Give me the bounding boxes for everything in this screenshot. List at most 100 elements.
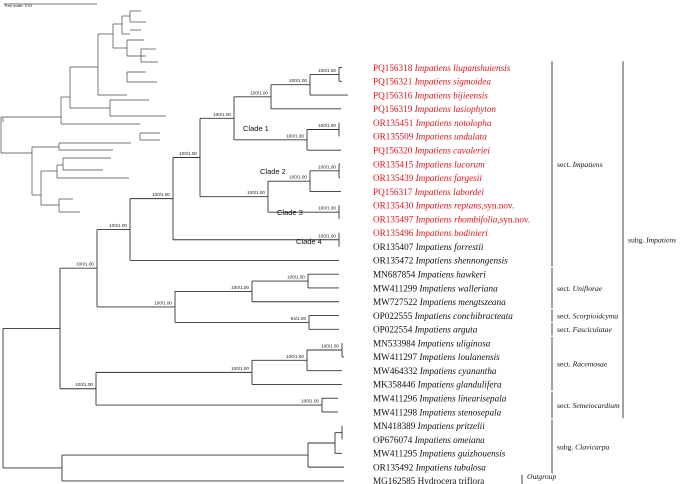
tip-accession: MW411295 xyxy=(373,449,419,459)
tip-accession: PQ156316 xyxy=(373,90,415,100)
tip-label: OR135496 Impatiens bodinieri xyxy=(373,228,488,238)
tip-label: PQ156317 Impatiens labordei xyxy=(373,187,484,197)
tip-accession: MN687854 xyxy=(373,270,418,280)
tip-species: Impatiens stenosepala xyxy=(418,407,501,417)
tip-accession: MW411297 xyxy=(373,352,419,362)
section-prefix: sect. xyxy=(557,311,573,320)
section-label: sect. Impatiens xyxy=(557,160,603,169)
section-prefix: sect. xyxy=(557,284,573,293)
tip-label: PQ156321 Impatiens sigmoidea xyxy=(373,77,491,87)
tip-label: MW411297 Impatiens loulanensis xyxy=(373,352,500,362)
section-prefix: sect. xyxy=(557,401,573,410)
tip-label: MN418389 Impatiens pritzelii xyxy=(373,421,485,431)
tip-accession: PQ156317 xyxy=(373,187,415,197)
clade-label: Clade 1 xyxy=(243,124,269,133)
support-value: 100/1.00 xyxy=(286,354,304,359)
tip-species: Impatiens cavaleriei xyxy=(414,145,491,155)
support-value: 100/1.00 xyxy=(318,68,336,73)
section-prefix: subg. xyxy=(557,442,575,451)
section-label: sect. Semeiocardium xyxy=(557,401,620,410)
support-value: 100/1.00 xyxy=(289,78,307,83)
tip-species: Impatiens linearisepala xyxy=(418,394,506,404)
tip-label: MK358446 Impatiens glandulifera xyxy=(373,380,502,390)
tip-label: MW411298 Impatiens stenosepala xyxy=(373,407,502,417)
section-name: Clavicarpa xyxy=(575,442,609,451)
tip-accession: PQ156321 xyxy=(373,77,415,87)
tip-species: Impatiens fargesii xyxy=(415,173,483,183)
tip-species: Impatiens guizhouensis xyxy=(418,449,505,459)
section-name: Impatiens xyxy=(645,236,676,245)
tip-accession: MW727522 xyxy=(373,297,420,307)
support-value: 100/1.00 xyxy=(152,192,170,197)
support-value: 100/1.00 xyxy=(213,112,231,117)
tip-label: OR135439 Impatiens fargesii xyxy=(373,173,482,183)
tip-label: PQ156316 Impatiens bijieensis xyxy=(373,90,488,100)
tip-species: Impatiens forrestii xyxy=(415,242,484,252)
tip-accession: MW464332 xyxy=(373,366,420,376)
tip-label: MW727522 Impatiens mengtszeana xyxy=(373,297,506,307)
support-value: 100/1.00 xyxy=(231,285,249,290)
section-name: Uniflorae xyxy=(573,284,603,293)
tip-species: Impatiens omeiana xyxy=(414,435,486,445)
support-value: 100/1.00 xyxy=(76,262,94,267)
tip-label: MW411296 Impatiens linearisepala xyxy=(373,394,507,404)
section-prefix: sect. xyxy=(557,360,573,369)
tip-label: OP022554 Impatiens arguta xyxy=(373,325,478,335)
tip-label: MN687854 Impatiens hawkeri xyxy=(373,270,486,280)
tip-accession: OR135472 xyxy=(373,256,416,266)
section-prefix: sect. xyxy=(557,325,573,334)
tip-species: Impatiens walleriana xyxy=(418,283,498,293)
support-value: 100/1.00 xyxy=(318,123,336,128)
tip-accession: OP022554 xyxy=(373,325,415,335)
tip-accession: OR135451 xyxy=(373,118,416,128)
section-label: Outgroup xyxy=(527,472,556,481)
tip-species: Impatiens glandulifera xyxy=(417,380,502,390)
support-value: 94/1.00 xyxy=(291,316,307,321)
tip-accession: OR135407 xyxy=(373,242,416,252)
tip-label: OP676074 Impatiens omeiana xyxy=(373,435,485,445)
tip-accession: OR135509 xyxy=(373,132,416,142)
tip-accession: PQ156319 xyxy=(373,104,415,114)
tip-species: Impatiens uliginosa xyxy=(417,338,491,348)
tip-accession: PQ156320 xyxy=(373,145,415,155)
tip-label: OP022555 Impatiens conchibracteata xyxy=(373,311,513,321)
tip-accession: OR135439 xyxy=(373,173,416,183)
section-name: Fasciculatae xyxy=(572,325,613,334)
tip-species: Hydrocera triflora xyxy=(418,476,485,484)
section-name: Semeiocardium xyxy=(573,401,620,410)
support-value: 100/1.00 xyxy=(250,90,268,95)
support-value: 100/1.00 xyxy=(154,300,172,305)
clade-label: Clade 3 xyxy=(277,208,303,217)
tip-species: Impatiens liupanshuiensis xyxy=(414,63,511,73)
tip-accession: OP022555 xyxy=(373,311,415,321)
tip-accession: MW411296 xyxy=(373,394,419,404)
tip-species: Impatiens mengtszeana xyxy=(419,297,506,307)
tip-accession: OR135415 xyxy=(373,159,416,169)
support-value: 100/1.00 xyxy=(289,175,307,180)
tip-species: Impatiens lasiophyton xyxy=(414,104,497,114)
section-prefix: subg. xyxy=(628,236,646,245)
tip-accession: OR135497 xyxy=(373,214,416,224)
support-value: 100/1.00 xyxy=(109,223,127,228)
tip-label: PQ156319 Impatiens lasiophyton xyxy=(373,104,496,114)
tip-suffix: ,syn.nov. xyxy=(497,214,530,224)
section-label: sect. Uniflorae xyxy=(557,284,603,293)
tip-species: Impatiens loulanensis xyxy=(418,352,500,362)
tip-label: PQ156318 Impatiens liupanshuiensis xyxy=(373,63,511,73)
tip-label: OR135497 Impatiens rhombifolia,syn.nov. xyxy=(373,214,530,224)
tip-label: OR135492 Impatiens tubulosa xyxy=(373,462,486,472)
support-value: 100/1.00 xyxy=(321,343,339,348)
tip-species: Impatiens arguta xyxy=(414,325,478,335)
tip-species: Impatiens labordei xyxy=(414,187,485,197)
tip-label: MW411299 Impatiens walleriana xyxy=(373,283,498,293)
section-name: Racemosae xyxy=(572,360,608,369)
tip-accession: MW411299 xyxy=(373,283,419,293)
support-value: 100/1.00 xyxy=(318,233,336,238)
tip-species: Impatiens undulata xyxy=(415,132,488,142)
support-value: 100/1.00 xyxy=(318,164,336,169)
section-label: subg. Clavicarpa xyxy=(557,442,610,451)
tip-label: MG162585 Hydrocera triflora xyxy=(373,476,484,484)
tip-species: Impatiens lucorum xyxy=(415,159,486,169)
tip-accession: OP676074 xyxy=(373,435,415,445)
